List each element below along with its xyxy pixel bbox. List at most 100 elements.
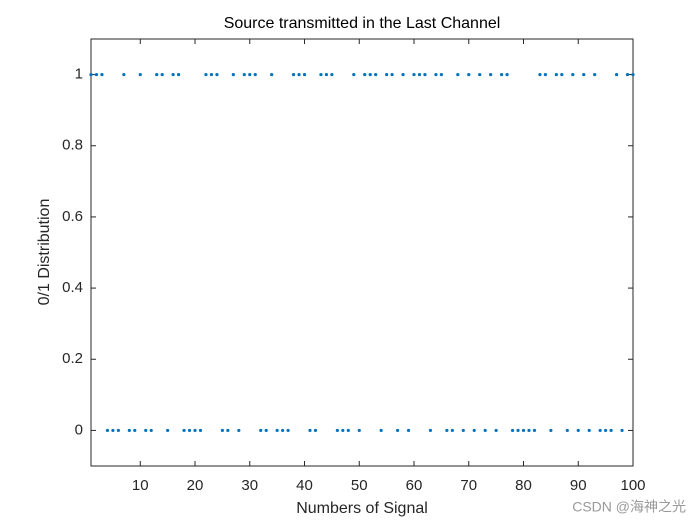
point [220, 428, 224, 433]
y-axis-label: 0/1 Distribution [36, 199, 53, 306]
point [543, 72, 548, 77]
point [357, 428, 361, 433]
point [439, 72, 443, 77]
point [291, 72, 296, 77]
point [609, 428, 613, 433]
x-tick-label: 80 [515, 477, 532, 494]
y-tick-label: 0.2 [62, 350, 83, 367]
point [100, 72, 104, 77]
point [560, 72, 564, 77]
point [363, 72, 367, 77]
point [270, 72, 274, 77]
point [281, 428, 285, 433]
point [324, 72, 329, 77]
point [94, 72, 99, 77]
point [144, 428, 148, 433]
point [346, 428, 350, 433]
point [313, 428, 318, 433]
point [587, 428, 591, 433]
point [193, 428, 197, 433]
point [160, 72, 164, 77]
point [385, 72, 389, 77]
point [467, 72, 471, 77]
point [406, 428, 411, 433]
x-tick-label: 70 [460, 477, 477, 494]
y-tick-label: 0 [75, 421, 83, 438]
point [111, 428, 115, 433]
point [155, 72, 159, 77]
point [395, 428, 400, 433]
point [593, 72, 597, 77]
point [483, 428, 487, 433]
point [171, 72, 175, 77]
point [527, 428, 531, 433]
point [204, 72, 208, 77]
point [127, 428, 131, 433]
x-tick-label: 100 [620, 477, 645, 494]
point [521, 428, 526, 433]
point [428, 428, 433, 433]
point [319, 72, 323, 77]
point [187, 428, 192, 433]
x-axis-label: Numbers of Signal [296, 500, 428, 517]
point [209, 72, 214, 77]
point [478, 72, 482, 77]
point [237, 428, 241, 433]
point [494, 428, 498, 433]
point [176, 72, 181, 77]
x-tick-label: 90 [570, 477, 587, 494]
point [576, 428, 580, 433]
point [412, 72, 416, 77]
point [456, 72, 460, 77]
y-tick-label: 0.6 [62, 208, 83, 225]
point [330, 72, 334, 77]
point [472, 428, 476, 433]
point [598, 428, 602, 433]
point [335, 428, 339, 433]
point [122, 72, 126, 77]
point [182, 428, 186, 433]
point [302, 72, 307, 77]
y-tick-label: 1 [75, 66, 83, 83]
point [510, 428, 515, 433]
point [352, 72, 356, 77]
point [434, 72, 438, 77]
point [248, 72, 252, 77]
point [571, 72, 575, 77]
point [379, 428, 383, 433]
point [198, 428, 203, 433]
point [500, 72, 504, 77]
point [308, 428, 312, 433]
watermark: CSDN @海神之光 [572, 499, 686, 515]
point [631, 72, 635, 77]
x-tick-label: 40 [296, 477, 313, 494]
point [620, 428, 624, 433]
point [554, 72, 558, 77]
point [549, 428, 553, 433]
x-tick-label: 10 [132, 477, 149, 494]
point [368, 72, 372, 77]
point [445, 428, 449, 433]
point [297, 72, 301, 77]
point [417, 72, 422, 77]
point [604, 428, 608, 433]
x-tick-label: 20 [187, 477, 204, 494]
chart-title: Source transmitted in the Last Channel [224, 15, 501, 32]
x-tick-label: 60 [406, 477, 423, 494]
point [625, 72, 630, 77]
point [532, 428, 537, 433]
plot-frame [90, 38, 634, 467]
x-tick-label: 30 [241, 477, 258, 494]
point [105, 428, 110, 433]
point [423, 72, 427, 77]
x-tick-label: 50 [351, 477, 368, 494]
point [149, 428, 153, 433]
point [401, 72, 405, 77]
point [215, 72, 219, 77]
point [226, 428, 230, 433]
point [116, 428, 120, 433]
point [253, 72, 257, 77]
y-tick-label: 0.4 [62, 279, 83, 296]
point [264, 428, 268, 433]
